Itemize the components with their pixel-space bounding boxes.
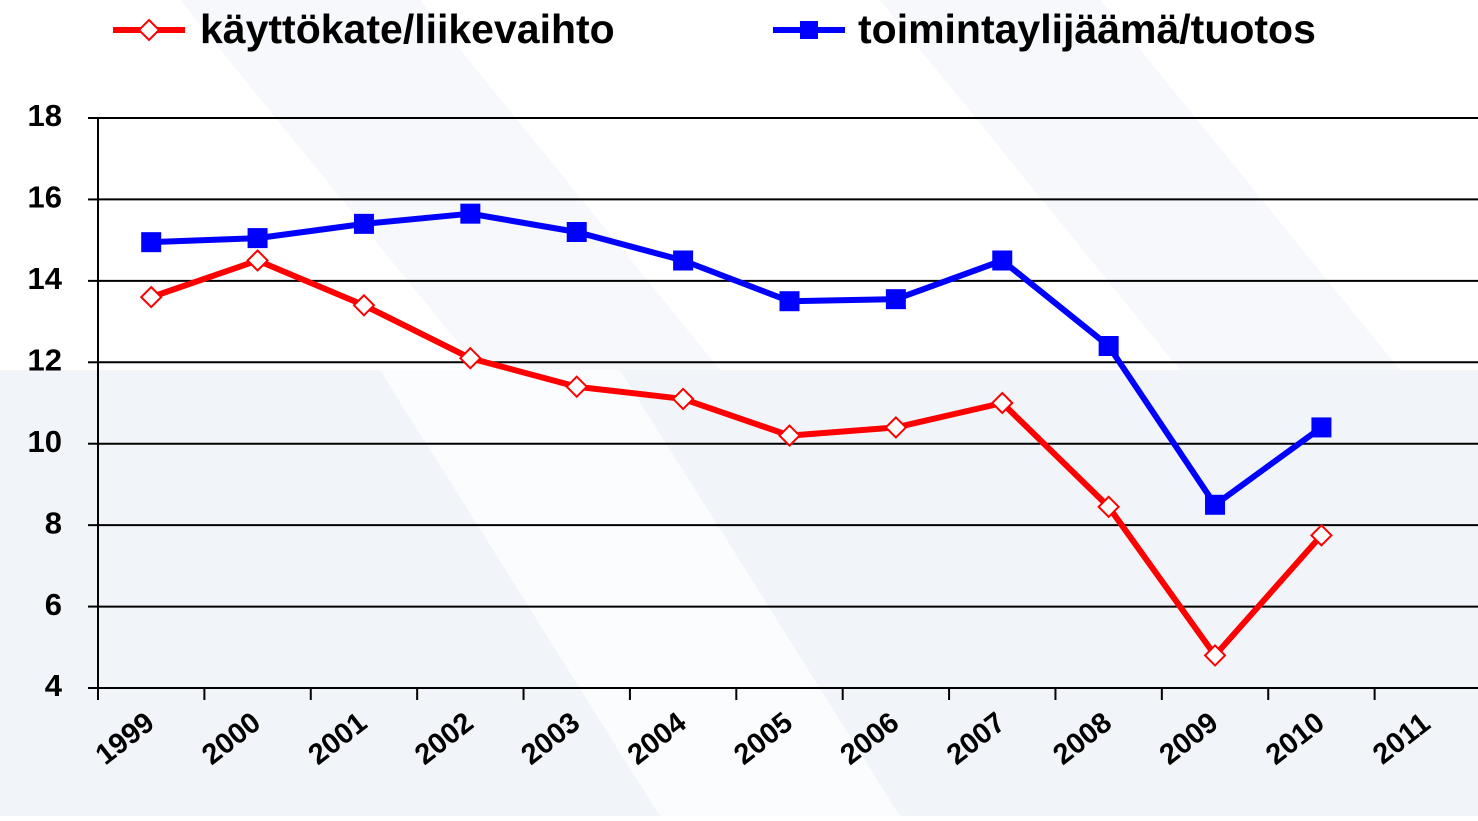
y-tick-label: 10 bbox=[28, 424, 62, 459]
legend-marker bbox=[800, 21, 818, 39]
point bbox=[460, 203, 481, 224]
y-tick-label: 18 bbox=[28, 98, 62, 133]
point bbox=[139, 285, 163, 309]
y-tick-label: 12 bbox=[28, 342, 62, 377]
legend-marker bbox=[137, 18, 161, 42]
point bbox=[353, 213, 374, 234]
point bbox=[566, 222, 587, 242]
point bbox=[1311, 417, 1332, 438]
point bbox=[458, 346, 482, 370]
point bbox=[778, 424, 801, 447]
y-tick-label: 6 bbox=[45, 587, 62, 622]
point bbox=[673, 250, 694, 271]
y-tick-label: 4 bbox=[45, 668, 63, 703]
point bbox=[1310, 523, 1333, 547]
point bbox=[1203, 644, 1227, 667]
y-tick-label: 16 bbox=[28, 180, 62, 215]
y-tick-label: 8 bbox=[45, 505, 62, 540]
point bbox=[884, 416, 908, 439]
point bbox=[992, 250, 1013, 271]
point bbox=[1098, 336, 1119, 356]
point bbox=[246, 249, 269, 272]
point bbox=[1097, 495, 1121, 519]
point bbox=[141, 232, 162, 253]
y-tick-label: 14 bbox=[28, 261, 63, 296]
point bbox=[352, 293, 376, 317]
point bbox=[779, 291, 800, 312]
legend: käyttökate/liikevaihto toimintaylijäämä/… bbox=[113, 6, 1316, 52]
point bbox=[1205, 494, 1226, 515]
point bbox=[565, 375, 589, 399]
legend-label: toimintaylijäämä/tuotos bbox=[858, 6, 1316, 52]
point bbox=[247, 228, 268, 249]
point bbox=[671, 387, 695, 411]
legend-label: käyttökate/liikevaihto bbox=[200, 6, 615, 52]
point bbox=[990, 391, 1014, 415]
series-line bbox=[150, 257, 1324, 659]
series-line bbox=[151, 210, 1324, 508]
point bbox=[885, 289, 906, 310]
